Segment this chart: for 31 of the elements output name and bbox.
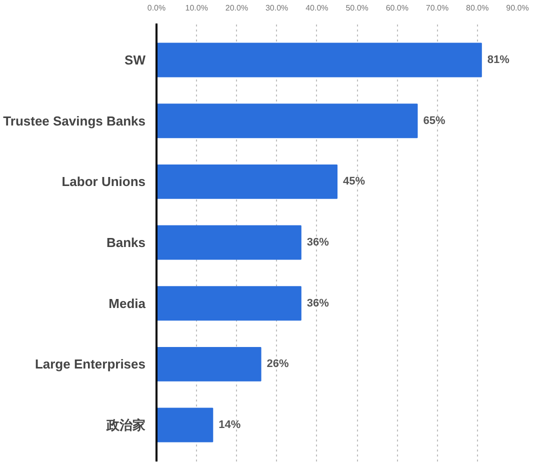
x-tick-label: 90.0%	[506, 4, 529, 12]
x-tick-label: 10.0%	[185, 4, 208, 12]
data-label: 81%	[487, 54, 510, 66]
y-tick-label: Trustee Savings Banks	[3, 113, 146, 128]
y-tick-label: 政治家	[106, 418, 146, 432]
x-tick-label: 70.0%	[426, 4, 449, 12]
y-tick-label: Banks	[106, 235, 146, 250]
x-tick-label: 50.0%	[346, 4, 368, 12]
data-label: 36%	[306, 236, 330, 248]
bar	[156, 225, 302, 260]
x-tick-label: 0.0%	[147, 4, 166, 12]
x-tick-label: 60.0%	[386, 4, 409, 12]
y-tick-label: Media	[108, 296, 146, 311]
y-tick-label: Large Enterprises	[34, 356, 146, 372]
y-tick-label: SW	[124, 52, 146, 68]
data-label: 26%	[266, 358, 290, 370]
y-tick-label: Labor Unions	[62, 174, 146, 190]
data-label: 14%	[218, 419, 241, 431]
bar	[156, 346, 262, 382]
data-label: 45%	[343, 176, 366, 188]
bar	[156, 408, 214, 442]
data-label: 65%	[423, 114, 446, 127]
x-tick-label: 30.0%	[265, 4, 288, 12]
x-tick-label: 20.0%	[225, 4, 248, 12]
bar	[156, 164, 338, 199]
x-tick-label: 80.0%	[466, 4, 489, 12]
data-label: 36%	[306, 297, 330, 310]
x-tick-label: 40.0%	[306, 4, 328, 12]
bar	[156, 104, 418, 138]
bar	[156, 42, 482, 78]
bar	[156, 286, 302, 321]
